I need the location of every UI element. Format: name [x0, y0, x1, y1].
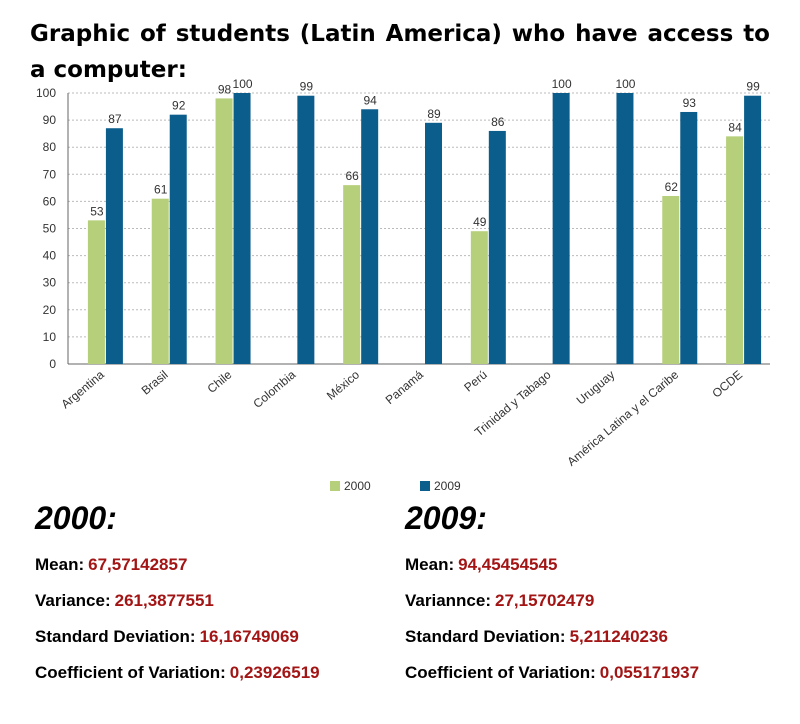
x-tick-label: Perú [461, 368, 489, 395]
bar [680, 111, 698, 364]
legend-swatch [330, 481, 340, 491]
y-tick-label: 10 [43, 330, 57, 344]
bar [87, 220, 105, 364]
stat-value: 94,45454545 [458, 555, 558, 574]
bar [151, 198, 169, 364]
value-label: 92 [172, 99, 186, 113]
bar [744, 95, 762, 365]
x-tick-label: América Latina y el Caribe [564, 367, 681, 468]
legend-swatch [420, 481, 430, 491]
bar [169, 114, 187, 365]
chart: 0 10 20 30 40 50 60 70 80 90 100 Argentina 53 87 Brasi… [36, 77, 770, 493]
y-tick-label: 20 [43, 303, 57, 317]
stat-value: 261,3877551 [114, 591, 214, 610]
bar [470, 231, 488, 364]
bar [215, 98, 233, 365]
stat-row: Mean: 94,45454545 [405, 547, 699, 583]
stats-2000: 2000: Mean: 67,57142857 Variance: 261,387755… [35, 500, 320, 691]
bar [425, 122, 442, 364]
bar [361, 109, 379, 364]
stat-value: 0,055171937 [599, 663, 700, 682]
stat-row: Coefficient of Variation: 0,23926519 [35, 655, 320, 691]
bar [552, 93, 570, 364]
stat-value: 16,16749069 [199, 627, 299, 646]
value-label: 49 [473, 215, 487, 229]
value-label: 93 [683, 96, 697, 110]
value-label: 98 [218, 82, 232, 96]
stat-row: Variannce: 27,15702479 [405, 583, 699, 619]
x-tick-label: Panamá [383, 367, 426, 407]
value-label: 53 [90, 204, 104, 218]
stat-label: Variance: [35, 591, 111, 610]
x-tick-label: Argentina [58, 367, 107, 411]
stat-row: Variance: 261,3877551 [35, 583, 320, 619]
stat-row: Coefficient of Variation: 0,055171937 [405, 655, 699, 691]
value-label: 66 [346, 169, 360, 183]
stat-label: Standard Deviation: [35, 627, 196, 646]
y-tick-label: 0 [49, 357, 56, 371]
value-label: 84 [728, 120, 742, 134]
value-label: 100 [552, 77, 572, 91]
title: Graphic of students (Latin America) who … [30, 21, 770, 83]
value-label: 100 [615, 77, 635, 91]
legend-label: 2000 [344, 479, 371, 493]
value-label: 100 [233, 77, 253, 91]
x-tick-label: OCDE [709, 368, 745, 401]
value-label: 87 [108, 112, 122, 126]
x-tick-label: Brasil [139, 368, 171, 398]
bar [616, 93, 634, 364]
stats-heading: 2000: [35, 500, 117, 536]
bar [233, 93, 251, 364]
stat-label: Mean: [35, 555, 85, 574]
value-label: 86 [491, 115, 505, 129]
y-tick-label: 60 [43, 194, 57, 208]
y-tick-label: 30 [43, 276, 57, 290]
x-tick-label: Colombia [250, 367, 298, 411]
x-tick-label: Chile [205, 367, 235, 396]
stat-label: Variannce: [405, 591, 491, 610]
stat-label: Coefficient of Variation: [405, 663, 596, 682]
value-label: 99 [746, 80, 760, 94]
bar [726, 136, 744, 364]
value-label: 99 [300, 80, 314, 94]
bar [297, 95, 315, 365]
stat-row: Standard Deviation: 16,16749069 [35, 619, 320, 655]
x-tick-label: Uruguay [574, 368, 618, 408]
stats-2009: 2009: Mean: 94,45454545 Variannce: 27,157024… [405, 500, 699, 691]
stat-value: 5,211240236 [569, 627, 668, 646]
bar [343, 185, 361, 364]
stat-value: 0,23926519 [229, 663, 320, 682]
stat-label: Coefficient of Variation: [35, 663, 226, 682]
stat-value: 27,15702479 [495, 591, 595, 610]
stat-label: Mean: [405, 555, 455, 574]
y-tick-label: 70 [43, 167, 57, 181]
stat-row: Standard Deviation: 5,211240236 [405, 619, 699, 655]
bar [488, 130, 506, 364]
stat-row: Mean: 67,57142857 [35, 547, 320, 583]
bar [105, 128, 123, 364]
bar [662, 195, 680, 364]
y-tick-label: 40 [43, 249, 57, 263]
legend-label: 2009 [434, 479, 461, 493]
value-label: 61 [154, 183, 168, 197]
x-tick-label: México [324, 367, 362, 402]
y-tick-label: 90 [43, 113, 57, 127]
stat-label: Standard Deviation: [405, 627, 566, 646]
stats-heading: 2009: [405, 500, 487, 536]
y-tick-label: 50 [43, 222, 57, 236]
value-label: 62 [665, 180, 679, 194]
y-tick-label: 80 [43, 140, 57, 154]
stat-value: 67,57142857 [88, 555, 188, 574]
y-tick-label: 100 [36, 86, 56, 100]
value-label: 89 [427, 107, 441, 121]
value-label: 94 [364, 93, 378, 107]
